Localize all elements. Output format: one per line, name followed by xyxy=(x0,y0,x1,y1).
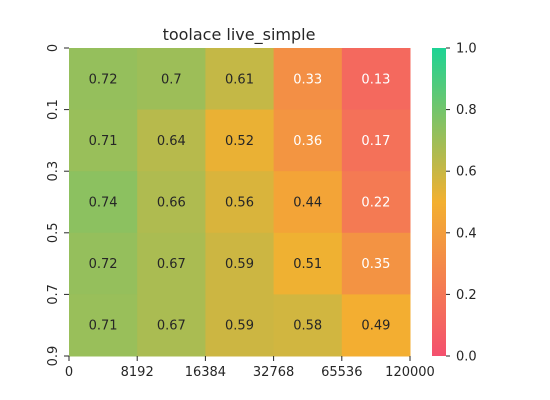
colorbar-tick-label: 0.4 xyxy=(456,226,477,241)
colorbar-tick-label: 0.2 xyxy=(456,288,477,303)
cell-value-label: 0.72 xyxy=(89,257,118,272)
colorbar-axis: 0.0 0.2 0.4 0.6 0.8 1.0 xyxy=(446,42,477,365)
colorbar-tick-label: 1.0 xyxy=(456,42,477,57)
cell-value-label: 0.67 xyxy=(157,319,186,334)
heatmap-cell xyxy=(69,48,138,111)
cell-value-label: 0.22 xyxy=(361,196,390,211)
y-tick-label: 0.9 xyxy=(46,346,61,367)
heatmap-cell xyxy=(273,294,343,357)
heatmap-cell xyxy=(137,109,206,172)
cell-value-label: 0.51 xyxy=(293,257,322,272)
heatmap-cell xyxy=(341,109,411,172)
heatmap-cell xyxy=(137,48,206,111)
cell-value-label: 0.56 xyxy=(225,196,254,211)
heatmap-cell xyxy=(137,232,206,295)
cell-value-label: 0.71 xyxy=(89,319,118,334)
heatmap-cell xyxy=(273,48,343,111)
cell-value-label: 0.71 xyxy=(89,134,118,149)
heatmap-cell xyxy=(205,48,275,111)
x-axis: 0 8192 16384 32768 65536 120000 xyxy=(65,356,435,380)
heatmap-cell xyxy=(69,232,138,295)
cell-value-label: 0.66 xyxy=(157,196,186,211)
cell-value-label: 0.67 xyxy=(157,257,186,272)
cell-value-label: 0.44 xyxy=(293,196,322,211)
cell-value-label: 0.72 xyxy=(89,72,118,87)
cell-value-label: 0.64 xyxy=(157,134,186,149)
y-axis: 0 0.1 0.3 0.5 0.7 0.9 xyxy=(46,44,69,366)
cell-value-label: 0.52 xyxy=(225,134,254,149)
x-tick-label: 65536 xyxy=(321,365,362,380)
heatmap-cell xyxy=(205,232,275,295)
heatmap-cell xyxy=(137,171,206,234)
cell-value-label: 0.74 xyxy=(89,196,118,211)
colorbar xyxy=(432,48,446,356)
x-tick-label: 16384 xyxy=(185,365,226,380)
heatmap-cell xyxy=(273,232,343,295)
x-tick-label: 0 xyxy=(65,365,73,380)
heatmap-cell xyxy=(341,171,411,234)
x-tick-label: 32768 xyxy=(253,365,294,380)
chart-title: toolace live_simple xyxy=(163,25,316,45)
colorbar-tick-label: 0.0 xyxy=(456,350,477,365)
heatmap-cell xyxy=(205,171,275,234)
y-tick-label: 0.3 xyxy=(46,161,61,182)
cell-value-label: 0.58 xyxy=(293,319,322,334)
heatmap-cell xyxy=(273,109,343,172)
heatmap-cell xyxy=(205,294,275,357)
y-tick-label: 0.5 xyxy=(46,222,61,243)
cell-value-label: 0.7 xyxy=(161,72,182,87)
heatmap-cell xyxy=(69,109,138,172)
heatmap-cell xyxy=(69,171,138,234)
cell-value-label: 0.17 xyxy=(361,134,390,149)
cell-value-label: 0.35 xyxy=(361,257,390,272)
colorbar-tick-label: 0.6 xyxy=(456,165,477,180)
heatmap-cell xyxy=(137,294,206,357)
heatmap-cell xyxy=(69,294,138,357)
cell-value-label: 0.49 xyxy=(361,319,390,334)
y-tick-label: 0 xyxy=(46,44,61,52)
y-tick-label: 0.7 xyxy=(46,284,61,305)
heatmap-cell-labels: 0.72 0.7 0.61 0.33 0.13 0.71 0.64 0.52 0.36 0.17 0… xyxy=(89,72,391,333)
cell-value-label: 0.59 xyxy=(225,319,254,334)
heatmap-cells xyxy=(69,48,411,357)
heatmap-cell xyxy=(341,48,411,111)
heatmap-cell xyxy=(273,171,343,234)
y-tick-label: 0.1 xyxy=(46,99,61,120)
cell-value-label: 0.36 xyxy=(293,134,322,149)
colorbar-tick-label: 0.8 xyxy=(456,103,477,118)
heatmap-cell xyxy=(341,294,411,357)
heatmap-cell xyxy=(205,109,275,172)
cell-value-label: 0.33 xyxy=(293,72,322,87)
cell-value-label: 0.59 xyxy=(225,257,254,272)
cell-value-label: 0.13 xyxy=(361,72,390,87)
cell-value-label: 0.61 xyxy=(225,72,254,87)
x-tick-label: 8192 xyxy=(121,365,154,380)
heatmap-cell xyxy=(341,232,411,295)
x-tick-label: 120000 xyxy=(385,365,435,380)
